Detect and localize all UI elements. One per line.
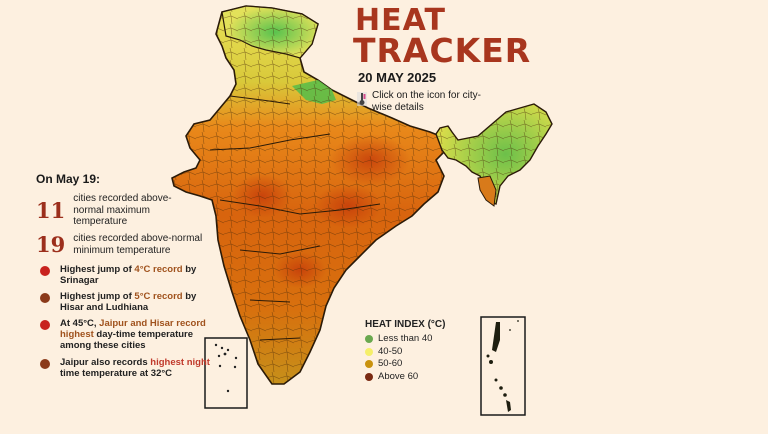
andaman-inset	[480, 316, 526, 416]
thermometer-icon[interactable]	[357, 92, 367, 106]
stat-number: 19	[36, 232, 66, 257]
highlight-item: Highest jump of 5°C record by Hisar and …	[40, 291, 220, 313]
mainland	[171, 5, 447, 385]
legend-dot-icon	[365, 347, 373, 356]
legend-dot-icon	[365, 360, 373, 369]
highlight-item: At 45°C, Jaipur and Hisar record highest…	[40, 318, 220, 351]
legend-item: Above 60	[365, 371, 445, 384]
legend-dot-icon	[365, 372, 373, 381]
lakshadweep-islands	[214, 343, 238, 393]
heat-index-legend: HEAT INDEX (°C) Less than 40 40-50 50-60…	[365, 319, 445, 383]
legend-item: 50-60	[365, 358, 445, 371]
date-label: 20 MAY 2025	[358, 70, 437, 85]
stat-min-temp: 19 cities recorded above-normal minimum …	[36, 232, 213, 257]
lakshadweep-inset	[204, 337, 248, 409]
bullet-dot-icon	[40, 359, 50, 369]
bullet-dot-icon	[40, 320, 50, 330]
highlight-item: Highest jump of 4°C record by Srinagar	[40, 264, 220, 286]
click-hint-text: Click on the icon for city-wise details	[372, 90, 481, 113]
click-hint: Click on the icon for city-wise details	[357, 90, 482, 114]
highlight-item: Jaipur also records highest night time t…	[40, 357, 220, 379]
stat-number: 11	[36, 197, 66, 223]
stat-max-temp: 11 cities recorded above-normal maximum …	[36, 193, 185, 228]
legend-item: 40-50	[365, 346, 445, 359]
bullet-dot-icon	[40, 293, 50, 303]
legend-dot-icon	[365, 335, 373, 344]
legend-title: HEAT INDEX (°C)	[365, 319, 446, 330]
bullet-dot-icon	[40, 266, 50, 276]
stats-heading: On May 19:	[36, 172, 101, 186]
andaman-islands	[486, 320, 519, 412]
northeast-region	[435, 103, 553, 207]
title-heat: HEAT	[355, 3, 446, 38]
legend-item: Less than 40	[365, 333, 445, 346]
stat-text: cities recorded above-normal maximum tem…	[73, 193, 172, 227]
title-tracker: TRACKER	[353, 31, 532, 70]
stat-text: cities recorded above-normal minimum tem…	[73, 233, 203, 256]
